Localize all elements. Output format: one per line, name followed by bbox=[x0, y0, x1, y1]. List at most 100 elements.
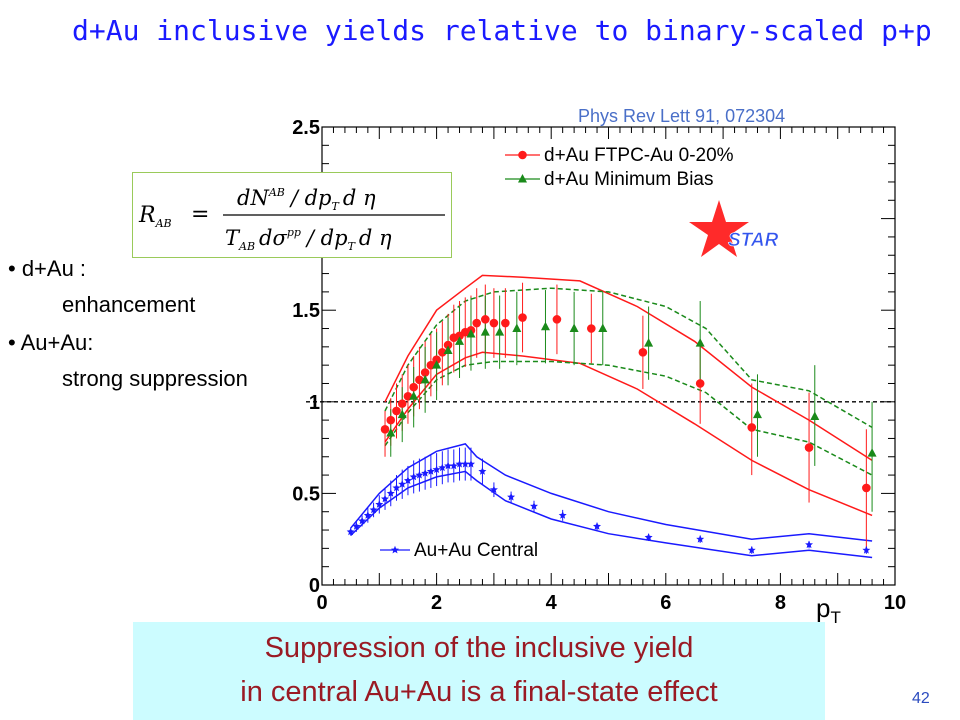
data-point bbox=[512, 323, 522, 333]
slide-number: 42 bbox=[912, 690, 930, 707]
data-point bbox=[507, 492, 516, 501]
data-point bbox=[397, 399, 407, 408]
data-point bbox=[397, 409, 407, 419]
bullet-auau-detail: strong suppression bbox=[62, 366, 248, 391]
data-point bbox=[449, 461, 458, 470]
data-point bbox=[455, 336, 465, 345]
data-point bbox=[455, 459, 464, 468]
bullet-auau: • Au+Au: bbox=[8, 330, 94, 355]
data-point bbox=[432, 360, 442, 369]
data-point bbox=[409, 391, 419, 400]
formula-equals: = bbox=[191, 202, 209, 227]
y-tick-label: 1.5 bbox=[292, 300, 320, 322]
data-point bbox=[644, 533, 653, 541]
data-point bbox=[386, 489, 395, 497]
formula-denominator: TAB dσpp / dpT d η bbox=[225, 226, 392, 253]
y-tick-label: 0.5 bbox=[292, 483, 320, 505]
band-upper-line bbox=[350, 443, 873, 542]
data-point bbox=[404, 476, 412, 484]
x-tick-label: 4 bbox=[546, 592, 558, 614]
slide-title: d+Au inclusive yields relative to binary… bbox=[72, 14, 932, 47]
data-point bbox=[747, 423, 757, 432]
data-point bbox=[381, 494, 389, 503]
data-point bbox=[363, 511, 372, 519]
y-tick-label: 1 bbox=[309, 392, 320, 414]
data-point bbox=[867, 448, 877, 457]
legend-marker bbox=[518, 150, 527, 160]
data-point bbox=[432, 355, 441, 364]
data-point bbox=[481, 315, 490, 324]
data-point bbox=[438, 463, 447, 472]
data-point bbox=[478, 467, 487, 475]
bullet-dau: • d+Au : bbox=[8, 256, 87, 281]
conclusion-line-2: in central Au+Au is a final-state effect bbox=[240, 676, 718, 708]
x-tick-label: 6 bbox=[660, 592, 671, 614]
star-logo: STAR bbox=[689, 200, 779, 257]
data-point bbox=[415, 470, 424, 479]
data-point bbox=[587, 324, 596, 333]
data-point bbox=[518, 313, 527, 322]
data-point bbox=[598, 323, 608, 333]
data-point bbox=[530, 502, 538, 510]
x-tick-label: 0 bbox=[316, 592, 327, 614]
legend-entry: d+Au Minimum Bias bbox=[544, 169, 713, 190]
legend-marker bbox=[518, 174, 527, 183]
citation: Phys Rev Lett 91, 072304 bbox=[578, 106, 786, 126]
band-upper-line bbox=[384, 287, 873, 429]
data-point bbox=[438, 348, 447, 357]
data-point bbox=[443, 340, 453, 350]
data-point bbox=[558, 511, 567, 519]
x-tick-label: 2 bbox=[431, 592, 442, 614]
legend-entry: d+Au FTPC-Au 0-20% bbox=[544, 145, 734, 166]
data-point bbox=[695, 379, 705, 388]
data-point bbox=[352, 522, 361, 530]
y-tick-label: 2.5 bbox=[292, 117, 320, 139]
data-point bbox=[804, 443, 814, 452]
data-point bbox=[695, 338, 705, 347]
data-point bbox=[552, 315, 562, 324]
y-tick-label: 0 bbox=[309, 575, 320, 597]
data-point bbox=[398, 480, 407, 488]
data-point bbox=[386, 415, 396, 425]
data-point bbox=[380, 424, 390, 434]
formula-lhs: RAB bbox=[138, 203, 172, 230]
legend-marker bbox=[391, 545, 399, 554]
axis-labels: 0 2 4 6 8 10 0 0.5 1 1.5 2.5 bbox=[292, 117, 906, 614]
data-point bbox=[644, 338, 654, 347]
data-point bbox=[467, 459, 475, 468]
data-point bbox=[358, 516, 367, 525]
formula-numerator: dNAB / dpT d η bbox=[237, 186, 376, 213]
data-point bbox=[346, 527, 355, 536]
data-point bbox=[466, 329, 476, 338]
data-point bbox=[386, 427, 396, 437]
data-point bbox=[501, 318, 510, 328]
legend: d+Au FTPC-Au 0-20% d+Au Minimum Bias Au+Au… bbox=[380, 145, 734, 561]
star-logo-text: STAR bbox=[728, 230, 779, 251]
band-upper-line bbox=[384, 274, 873, 462]
data-point bbox=[375, 500, 384, 508]
bullet-dau-detail: enhancement bbox=[62, 292, 196, 317]
formula-box: RAB = dNAB / dpT d η TAB dσpp / dpT d η bbox=[132, 172, 452, 258]
data-point bbox=[862, 483, 871, 493]
data-point bbox=[444, 461, 453, 470]
data-point bbox=[392, 406, 401, 416]
data-point bbox=[392, 483, 401, 492]
data-point bbox=[420, 368, 430, 377]
data-point bbox=[747, 546, 756, 554]
data-point bbox=[696, 535, 705, 543]
data-point bbox=[421, 469, 430, 477]
legend-entry: Au+Au Central bbox=[414, 540, 538, 561]
data-point bbox=[593, 522, 601, 530]
uncertainty-bands bbox=[350, 274, 873, 559]
data-point bbox=[810, 411, 820, 420]
data-point bbox=[805, 540, 813, 549]
x-tick-label: 10 bbox=[884, 592, 906, 614]
conclusion-box: Suppression of the inclusive yield in ce… bbox=[133, 622, 825, 720]
data-point bbox=[461, 459, 470, 468]
data-point bbox=[409, 472, 418, 481]
data-point bbox=[569, 323, 579, 333]
data-point bbox=[752, 409, 762, 419]
data-point bbox=[369, 505, 378, 514]
data-point bbox=[862, 546, 871, 554]
